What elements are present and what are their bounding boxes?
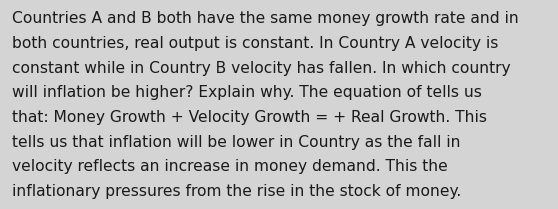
Text: tells us that inflation will be lower in Country as the fall in: tells us that inflation will be lower in… <box>12 135 461 150</box>
Text: Countries A and B both have the same money growth rate and in: Countries A and B both have the same mon… <box>12 11 519 27</box>
Text: that: Money Growth + Velocity Growth = + Real Growth. This: that: Money Growth + Velocity Growth = +… <box>12 110 487 125</box>
Text: velocity reflects an increase in money demand. This the: velocity reflects an increase in money d… <box>12 159 448 175</box>
Text: will inflation be higher? Explain why. The equation of tells us: will inflation be higher? Explain why. T… <box>12 85 482 101</box>
Text: constant while in Country B velocity has fallen. In which country: constant while in Country B velocity has… <box>12 61 511 76</box>
Text: inflationary pressures from the rise in the stock of money.: inflationary pressures from the rise in … <box>12 184 461 199</box>
Text: both countries, real output is constant. In Country A velocity is: both countries, real output is constant.… <box>12 36 499 51</box>
